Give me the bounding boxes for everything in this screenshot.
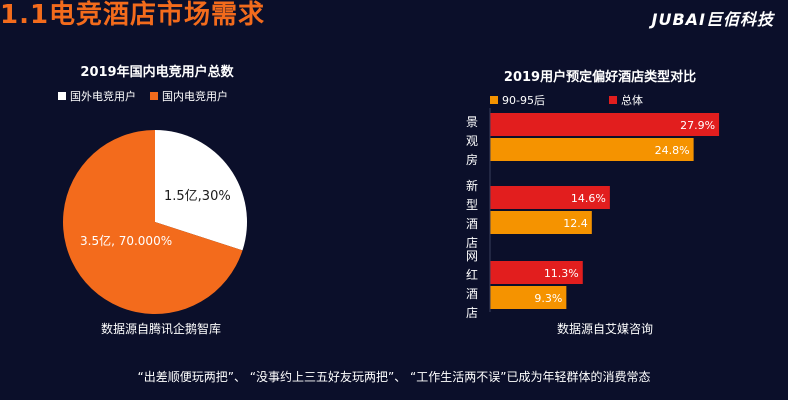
pie-slice-label: 3.5亿, 70.000%: [80, 233, 172, 248]
bar-category-label: 酒: [466, 287, 478, 301]
bar-value-label: 12.4: [563, 217, 588, 230]
bar-legend-item-young: 90-95后: [490, 92, 545, 108]
bar-legend-label: 90-95后: [502, 94, 545, 107]
bar-young: [490, 138, 694, 161]
bar-category-label: 新: [466, 178, 478, 193]
pie-legend-item-domestic: 国内电竞用户: [150, 88, 228, 104]
pie-legend-item-foreign: 国外电竞用户: [58, 88, 136, 104]
pie-slice: [62, 130, 243, 314]
bar-value-label: 9.3%: [534, 292, 562, 305]
bar-total: [490, 186, 610, 209]
bar-young: [490, 286, 567, 309]
legend-swatch-orange: [150, 92, 158, 100]
company-logo: JUBAI巨佰科技: [651, 10, 774, 29]
legend-swatch-red: [608, 96, 617, 104]
bar-total: [490, 113, 720, 136]
legend-swatch-amber: [490, 96, 498, 104]
legend-swatch-white: [58, 92, 66, 100]
pie-slice: [155, 130, 247, 251]
bar-value-label: 11.3%: [544, 267, 579, 280]
bar-value-label: 14.6%: [571, 192, 606, 205]
bar-category-label: 店: [466, 236, 478, 250]
bar-category-label: 酒: [466, 217, 478, 231]
bar-legend-label: 总体: [620, 94, 643, 107]
bar-chart-title: 2019用户预定偏好酒店类型对比: [503, 70, 697, 85]
pie-legend-label: 国内电竞用户: [162, 90, 228, 103]
pie-source-note: 数据源自腾讯企鹅智库: [100, 322, 221, 336]
bar-category-label: 观: [466, 134, 478, 148]
bar-category-label: 店: [466, 306, 478, 320]
bar-legend-item-total: 总体: [608, 92, 643, 108]
bar-legend: 90-95后 总体: [490, 92, 643, 108]
pie-slice-label: 1.5亿,30%: [164, 189, 231, 204]
page-title: 1.1电竞酒店市场需求: [0, 0, 266, 30]
bar-total: [490, 261, 583, 284]
bar-category-label: 网: [466, 249, 478, 263]
bar-category-label: 型: [466, 198, 478, 212]
bar-source-note: 数据源自艾媒咨询: [556, 322, 653, 336]
pie-chart-title: 2019年国内电竞用户总数: [80, 65, 234, 80]
pie-legend-label: 国外电竞用户: [70, 90, 136, 103]
bar-category-label: 房: [466, 152, 478, 167]
footer-note: “出差顺便玩两把”、 “没事约上三五好友玩两把”、 “工作生活两不误”已成为年轻…: [137, 370, 651, 384]
bar-category-label: 红: [466, 267, 478, 282]
bar-value-label: 27.9%: [680, 119, 715, 132]
bar-young: [490, 211, 592, 234]
bar-category-label: 景: [466, 115, 478, 129]
bar-value-label: 24.8%: [655, 144, 690, 157]
pie-legend: 国外电竞用户 国内电竞用户: [58, 88, 228, 104]
